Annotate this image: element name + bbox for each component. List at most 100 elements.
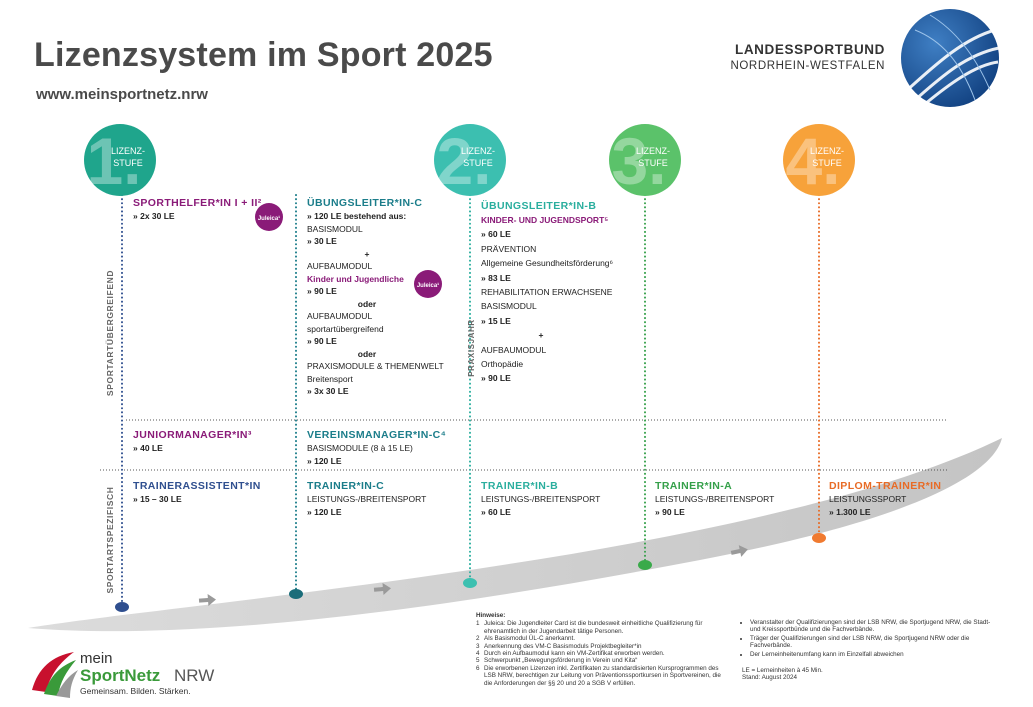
- block-title: JUNIORMANAGER*IN³: [133, 429, 252, 441]
- note-marker: 3: [476, 642, 480, 650]
- note-marker: 1: [476, 620, 480, 628]
- arrows: [198, 545, 748, 606]
- stage-circle: [783, 124, 855, 196]
- block-line: REHABILITATION ERWACHSENE: [481, 287, 613, 298]
- note-bullet: Träger der Qualifizierungen sind der LSB…: [750, 635, 997, 650]
- block-line: » 90 LE: [655, 506, 685, 517]
- dots: [115, 533, 826, 612]
- badge: [255, 203, 283, 231]
- stages: 1.LIZENZ-STUFE 2.LIZENZ-STUFE 3.LIZENZ-STU…: [84, 124, 855, 198]
- license-block: TRAINERASSISTENT*IN » 15 – 30 LE: [133, 479, 261, 506]
- logo-swoosh: [32, 652, 74, 692]
- block-line: Allgemeine Gesundheitsförderung⁶: [481, 258, 614, 269]
- dot: [463, 578, 477, 588]
- license-block: TRAINER*IN-B LEISTUNGS-/BREITENSPORT » 60 …: [481, 479, 600, 518]
- block-line: BASISMODUL: [307, 223, 363, 234]
- block-line: » 15 – 30 LE: [133, 494, 182, 504]
- block-line: BASISMODULE (8 à 15 LE): [307, 443, 413, 453]
- lsb-logo: [901, 9, 1000, 107]
- logo-globe: [901, 9, 999, 107]
- note-item: 3 Anerkennung des VM-C Basismoduls Projek…: [476, 643, 726, 650]
- note-item: 6 Die erworbenen Lizenzen inkl. Zertifika…: [476, 665, 726, 687]
- arrow: [198, 594, 216, 606]
- license-block: VEREINSMANAGER*IN-C⁴ BASISMODULE (8 à 15 …: [307, 428, 446, 467]
- notes-title: Hinweise:: [476, 612, 506, 619]
- block-line: oder: [357, 298, 377, 309]
- arrow: [373, 583, 391, 595]
- block-line: +: [538, 330, 544, 341]
- notes: Hinweise: 1 Juleica: Die Jugendleiter Car…: [476, 612, 726, 687]
- block-line: Breitensport: [307, 373, 353, 384]
- le-note: LE = Lerneinheiten à 45 Min.: [742, 667, 823, 675]
- license-block: JUNIORMANAGER*IN³ » 40 LE: [133, 428, 252, 455]
- block-title: ÜBUNGSLEITER*IN-B: [481, 200, 597, 212]
- block-line: » 83 LE: [481, 272, 511, 283]
- block-line: AUFBAUMODUL: [307, 311, 373, 321]
- note-item: 4 Durch ein Aufbaumodul kann ein VM-Zerti…: [476, 650, 726, 657]
- block-line: » 90 LE: [307, 286, 337, 296]
- note-text: Juleica: Die Jugendleiter Card ist die b…: [484, 620, 703, 635]
- note-marker: 6: [476, 664, 480, 672]
- block-line: AUFBAUMODUL: [307, 261, 373, 271]
- note-bullets: Veranstalter der Qualifizierungen sind d…: [742, 619, 997, 658]
- stage-circle: [434, 124, 506, 196]
- stage-label: STUFE: [113, 158, 143, 168]
- stage-circle: [84, 124, 156, 196]
- license-block: TRAINER*IN-A LEISTUNGS-/BREITENSPORT » 90 …: [655, 479, 774, 518]
- stage-label: LIZENZ-: [810, 146, 844, 156]
- block-title: ÜBUNGSLEITER*IN-C: [307, 197, 423, 209]
- note-items: 1 Juleica: Die Jugendleiter Card ist die …: [476, 620, 726, 687]
- stage-lines: [121, 194, 820, 606]
- stage-label: STUFE: [812, 158, 842, 168]
- note-text: Schwerpunkt „Bewegungsförderung in Verei…: [484, 657, 638, 665]
- note-marker: 5: [476, 657, 480, 665]
- block-line: +: [364, 248, 370, 259]
- block-title: DIPLOM-TRAINER*IN: [829, 480, 942, 492]
- block-line: » 120 LE: [307, 506, 342, 517]
- badge-label: Juleica¹: [258, 215, 280, 222]
- logo-stripes: [904, 28, 1000, 106]
- block-line: Kinder und Jugendliche: [307, 273, 404, 284]
- logo-word: mein: [80, 650, 113, 667]
- logo-tagline: Gemeinsam. Bilden. Stärken.: [80, 686, 191, 696]
- badge: [414, 270, 442, 298]
- note-bullet: Der Lerneinheitenumfang kann im Einzelfa…: [750, 651, 997, 658]
- dot: [115, 602, 129, 612]
- block-line: sportartübergreifend: [307, 323, 384, 334]
- block-line: » 90 LE: [307, 336, 337, 346]
- block-title: SPORTHELFER*IN I + II²: [133, 197, 262, 209]
- block-line: » 120 LE bestehend aus:: [307, 211, 407, 221]
- badge-label: Juleica¹: [417, 282, 439, 289]
- block-line: » 1.300 LE: [829, 506, 871, 517]
- note-bullet: Veranstalter der Qualifizierungen sind d…: [750, 619, 997, 634]
- note-item: 2 Als Basismodul ÜL-C anerkannt.: [476, 635, 726, 642]
- license-block: ÜBUNGSLEITER*IN-C » 120 LE bestehend aus:…: [307, 196, 444, 398]
- stage-number: 1.: [86, 124, 141, 198]
- stage-label: LIZENZ-: [111, 146, 145, 156]
- block-title: TRAINERASSISTENT*IN: [133, 480, 261, 492]
- dot: [812, 533, 826, 543]
- block-line: » 60 LE: [481, 229, 511, 240]
- block-line: » 3x 30 LE: [307, 386, 349, 396]
- stage-number: 3.: [611, 124, 666, 198]
- note-text: Als Basismodul ÜL-C anerkannt.: [484, 635, 575, 643]
- block-line: LEISTUNGS-/BREITENSPORT: [307, 494, 427, 504]
- stage-label: LIZENZ-: [636, 146, 670, 156]
- page-title: Lizenzsystem im Sport 2025: [34, 36, 493, 74]
- side-label: PRAXISJAHR: [467, 319, 476, 377]
- block-line: LEISTUNGSSPORT: [829, 494, 907, 504]
- logo-lines: [914, 14, 991, 101]
- note-text: Anerkennung des VM-C Basismoduls Projekt…: [484, 642, 642, 650]
- dot: [638, 560, 652, 570]
- org-region: NORDRHEIN-WESTFALEN: [730, 60, 885, 72]
- block-title: VEREINSMANAGER*IN-C⁴: [307, 429, 447, 441]
- note-text: Durch ein Aufbaumodul kann ein VM-Zertif…: [484, 650, 665, 658]
- logo-swoosh: [44, 660, 76, 696]
- page-url: www.meinsportnetz.nrw: [36, 86, 208, 103]
- stand: Stand: August 2024: [742, 674, 797, 682]
- side-label: SPORTARTÜBERGREIFEND: [105, 270, 115, 396]
- stage-number: 4.: [785, 124, 840, 198]
- license-block: TRAINER*IN-C LEISTUNGS-/BREITENSPORT » 120…: [307, 479, 426, 518]
